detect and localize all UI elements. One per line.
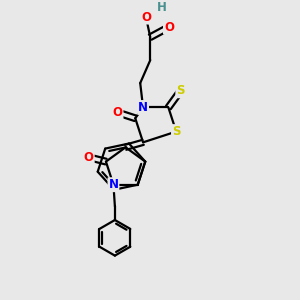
Text: S: S — [176, 84, 185, 97]
Text: N: N — [108, 178, 118, 191]
Text: H: H — [157, 1, 167, 13]
Text: O: O — [141, 11, 151, 24]
Text: O: O — [84, 151, 94, 164]
Text: O: O — [112, 106, 122, 119]
Text: O: O — [164, 21, 174, 34]
Text: N: N — [138, 101, 148, 114]
Text: S: S — [172, 125, 181, 138]
